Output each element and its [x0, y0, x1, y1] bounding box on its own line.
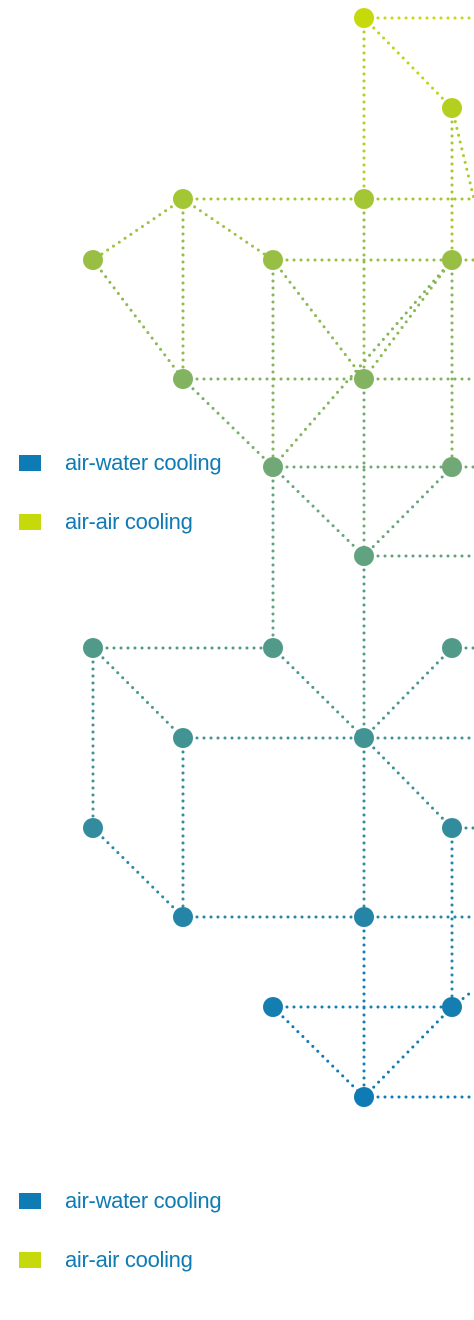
- diagram-node: [354, 8, 374, 28]
- diagram-node: [354, 189, 374, 209]
- diagram-node: [263, 457, 283, 477]
- diagram-node: [263, 997, 283, 1017]
- legend-top: air-water cooling air-air cooling: [19, 448, 222, 537]
- air-water-swatch-icon: [19, 455, 41, 471]
- air-water-swatch-icon: [19, 1193, 41, 1209]
- diagram-node: [354, 907, 374, 927]
- diagram-edge: [271, 258, 454, 469]
- legend-item-air-water: air-water cooling: [19, 1186, 222, 1216]
- diagram-edge: [362, 736, 454, 830]
- diagram-node: [442, 98, 462, 118]
- diagram-node: [354, 728, 374, 748]
- diagram-edge: [362, 258, 454, 381]
- diagram-edge: [271, 258, 366, 381]
- diagram-nodes: [83, 8, 462, 1107]
- diagram-node: [173, 728, 193, 748]
- diagram-node: [263, 250, 283, 270]
- diagram-edge: [362, 465, 454, 558]
- diagram-node: [263, 638, 283, 658]
- diagram-node: [173, 189, 193, 209]
- diagram-node: [83, 250, 103, 270]
- legend-item-air-air: air-air cooling: [19, 1245, 221, 1275]
- diagram-edge: [450, 106, 474, 201]
- diagram-edge: [91, 646, 185, 740]
- diagram-edge: [362, 16, 454, 110]
- diagram-edge: [91, 826, 185, 919]
- diagram-edges: [91, 16, 474, 1099]
- diagram-node: [173, 907, 193, 927]
- diagram-edge: [271, 465, 366, 558]
- legend-label-air-water: air-water cooling: [65, 1188, 222, 1213]
- diagram-edge: [271, 646, 366, 740]
- diagram-node: [83, 818, 103, 838]
- diagram-edge: [91, 258, 185, 381]
- legend-label-air-air: air-air cooling: [65, 509, 193, 534]
- diagram-edge: [91, 197, 185, 262]
- legend-label-air-water: air-water cooling: [65, 450, 222, 475]
- diagram-node: [442, 997, 462, 1017]
- diagram-edge: [181, 197, 275, 262]
- diagram-edge: [362, 646, 454, 740]
- diagram-node: [173, 369, 193, 389]
- diagram-node: [354, 1087, 374, 1107]
- diagram-node: [83, 638, 103, 658]
- diagram-node: [442, 457, 462, 477]
- diagram-edge: [450, 988, 474, 1009]
- air-air-swatch-icon: [19, 1252, 41, 1268]
- diagram-node: [442, 818, 462, 838]
- legend-item-air-air: air-air cooling: [19, 507, 221, 537]
- diagram-edge: [181, 377, 275, 469]
- legend-label-air-air: air-air cooling: [65, 1247, 193, 1272]
- diagram-node: [442, 638, 462, 658]
- diagram-node: [354, 546, 374, 566]
- diagram-node: [354, 369, 374, 389]
- diagram-node: [442, 250, 462, 270]
- diagram-edge: [271, 1005, 366, 1099]
- legend-bottom: air-water cooling air-air cooling: [19, 1186, 222, 1275]
- legend-item-air-water: air-water cooling: [19, 448, 222, 478]
- diagram-edge: [362, 1005, 454, 1099]
- air-air-swatch-icon: [19, 514, 41, 530]
